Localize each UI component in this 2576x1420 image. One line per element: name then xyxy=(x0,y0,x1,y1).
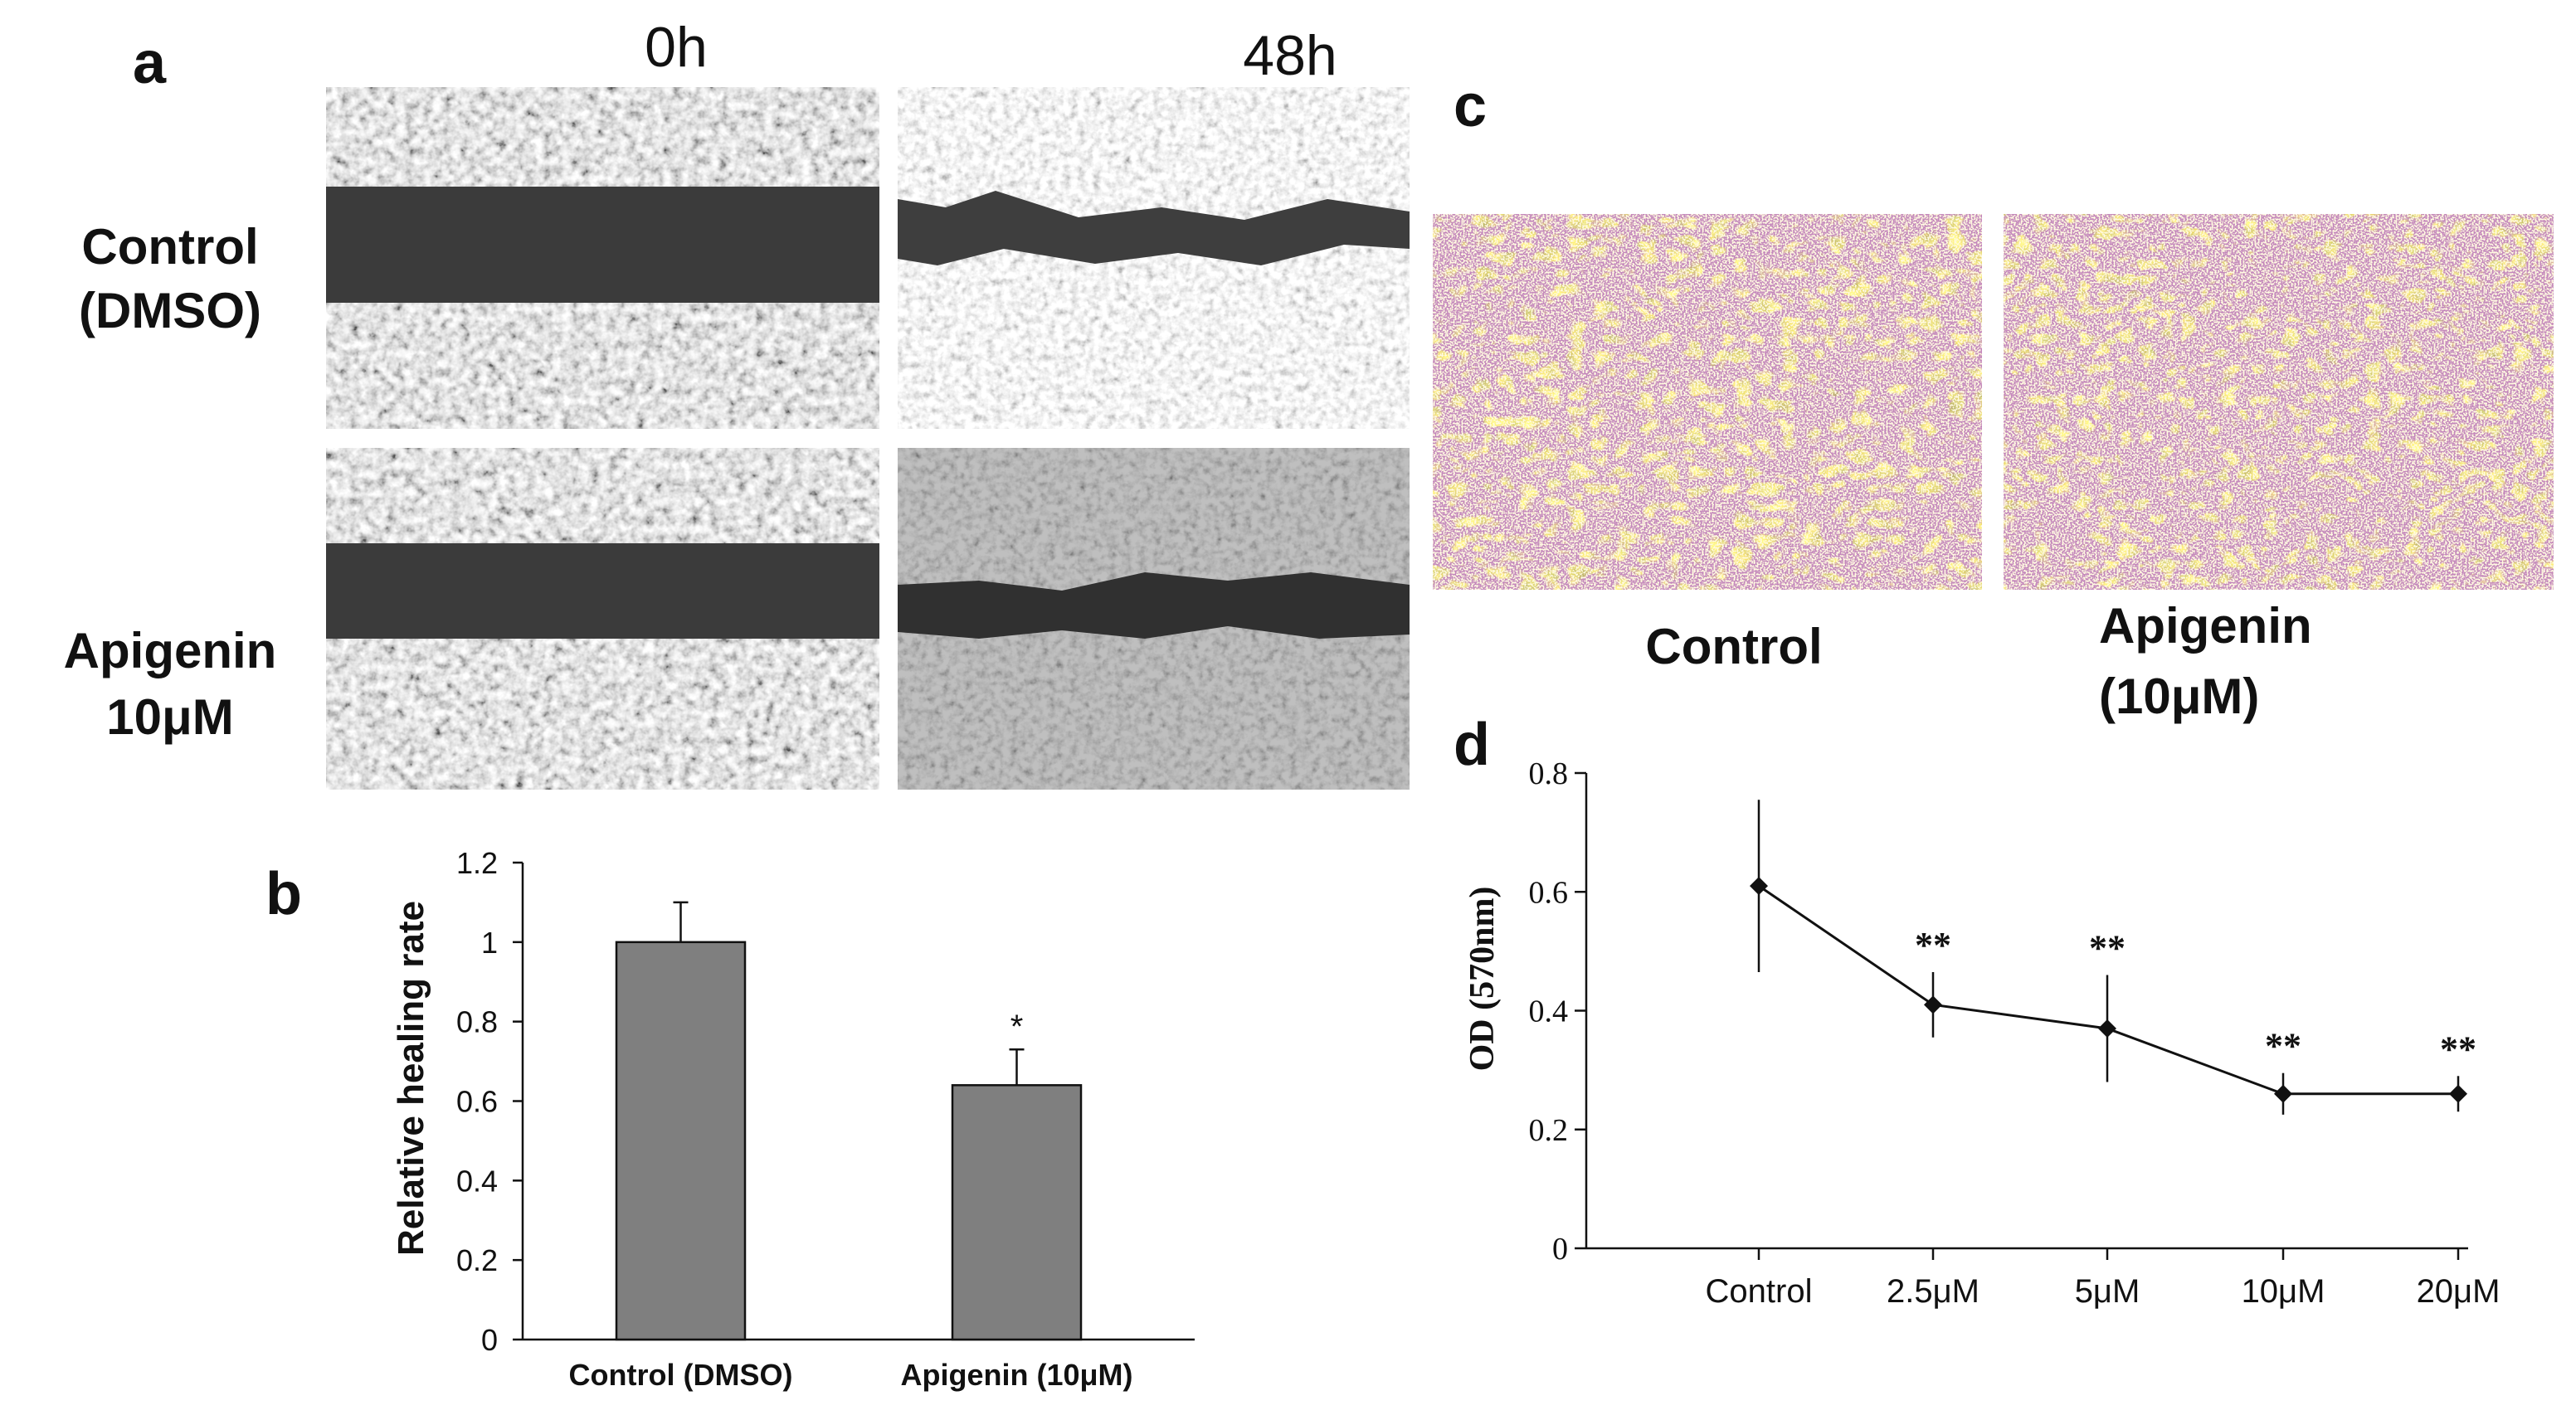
micrograph-control-48h xyxy=(898,87,1410,429)
panel-b-letter: b xyxy=(265,861,302,927)
chart-d-series-line xyxy=(1758,884,2458,1096)
chart-d-category-label: 5μM xyxy=(2075,1273,2140,1310)
panel-d-letter: d xyxy=(1454,712,1490,778)
caption-control: Control xyxy=(1645,619,1822,674)
chart-b-ytick-label: 0.2 xyxy=(456,1243,498,1277)
chart-d-point xyxy=(1750,877,1768,896)
chart-d-ytick-label: 0.2 xyxy=(1529,1113,1569,1148)
chart-d-significance: ** xyxy=(2440,1029,2476,1069)
panel-c: c Control Apigenin (10μM) xyxy=(1433,73,2554,724)
chart-d-significance: ** xyxy=(1915,925,1951,965)
chart-b-ytick-label: 0.8 xyxy=(456,1005,498,1039)
row-label-apigenin-dose: 10μM xyxy=(106,689,233,745)
chart-d-point xyxy=(2274,1084,2292,1103)
chart-d-ytick-label: 0.8 xyxy=(1529,756,1569,791)
chart-b-bar xyxy=(951,1084,1083,1341)
chart-d-point xyxy=(1924,995,1942,1014)
chart-d-point xyxy=(2098,1019,2116,1038)
chart-d-ytick-label: 0.4 xyxy=(1529,994,1569,1029)
micrograph-apigenin-0h xyxy=(326,448,879,790)
panel-a-letter: a xyxy=(133,30,167,96)
chart-d-significance: ** xyxy=(2089,928,2126,969)
row-label-control: Control xyxy=(81,219,258,275)
time-label-48h: 48h xyxy=(1243,24,1337,87)
stain-image-apigenin xyxy=(2004,214,2554,590)
row-label-apigenin: Apigenin xyxy=(64,623,277,678)
chart-d: 0 0.2 0.4 0.6 0.8 Control 2.5μM 5μM 10μM 20μM ** **… xyxy=(1529,756,2501,1310)
time-label-0h: 0h xyxy=(645,16,708,79)
chart-d-ytick-label: 0 xyxy=(1552,1232,1568,1267)
chart-d-category-label: 20μM xyxy=(2417,1273,2501,1310)
panel-d: d OD (570nm) 0 0.2 0.4 0.6 0.8 Control 2.5μM 5μ… xyxy=(1454,712,2500,1310)
chart-d-category-label: Control xyxy=(1706,1273,1813,1310)
caption-apigenin: Apigenin xyxy=(2099,598,2312,654)
chart-b-ylabel: Relative healing rate xyxy=(391,901,431,1256)
panel-a: a 0h 48h Control (DMSO) Apigenin 10μM xyxy=(64,16,1410,790)
chart-d-category-label: 10μM xyxy=(2242,1273,2325,1310)
chart-d-significance: ** xyxy=(2265,1026,2301,1067)
chart-b: 0 0.2 0.4 0.6 0.8 1 1.2 Control (DMSO) * Apigenin… xyxy=(456,846,1195,1392)
row-label-control-sub: (DMSO) xyxy=(79,283,261,338)
chart-b-category-label: Control (DMSO) xyxy=(569,1358,793,1392)
panel-c-letter: c xyxy=(1454,73,1487,139)
chart-d-point xyxy=(2449,1084,2467,1103)
chart-d-ytick-label: 0.6 xyxy=(1529,875,1569,910)
panel-b: b Relative healing rate 0 0.2 0.4 0.6 0.8 1 1.… xyxy=(265,846,1195,1392)
chart-b-bar xyxy=(615,941,747,1341)
chart-d-category-label: 2.5μM xyxy=(1887,1273,1979,1310)
chart-b-category-label: Apigenin (10μM) xyxy=(900,1358,1132,1392)
chart-b-ytick-label: 0.6 xyxy=(456,1085,498,1119)
chart-b-significance: * xyxy=(1010,1009,1024,1045)
chart-b-ytick-label: 1 xyxy=(481,926,498,960)
stain-image-control xyxy=(1433,214,1982,590)
micrograph-control-0h xyxy=(326,87,879,429)
chart-d-ylabel: OD (570nm) xyxy=(1463,887,1502,1072)
micrograph-apigenin-48h xyxy=(898,448,1410,790)
caption-apigenin-dose: (10μM) xyxy=(2099,669,2259,724)
chart-b-ytick-label: 0 xyxy=(481,1323,498,1357)
chart-b-ytick-label: 1.2 xyxy=(456,846,498,880)
chart-b-ytick-label: 0.4 xyxy=(456,1164,498,1198)
